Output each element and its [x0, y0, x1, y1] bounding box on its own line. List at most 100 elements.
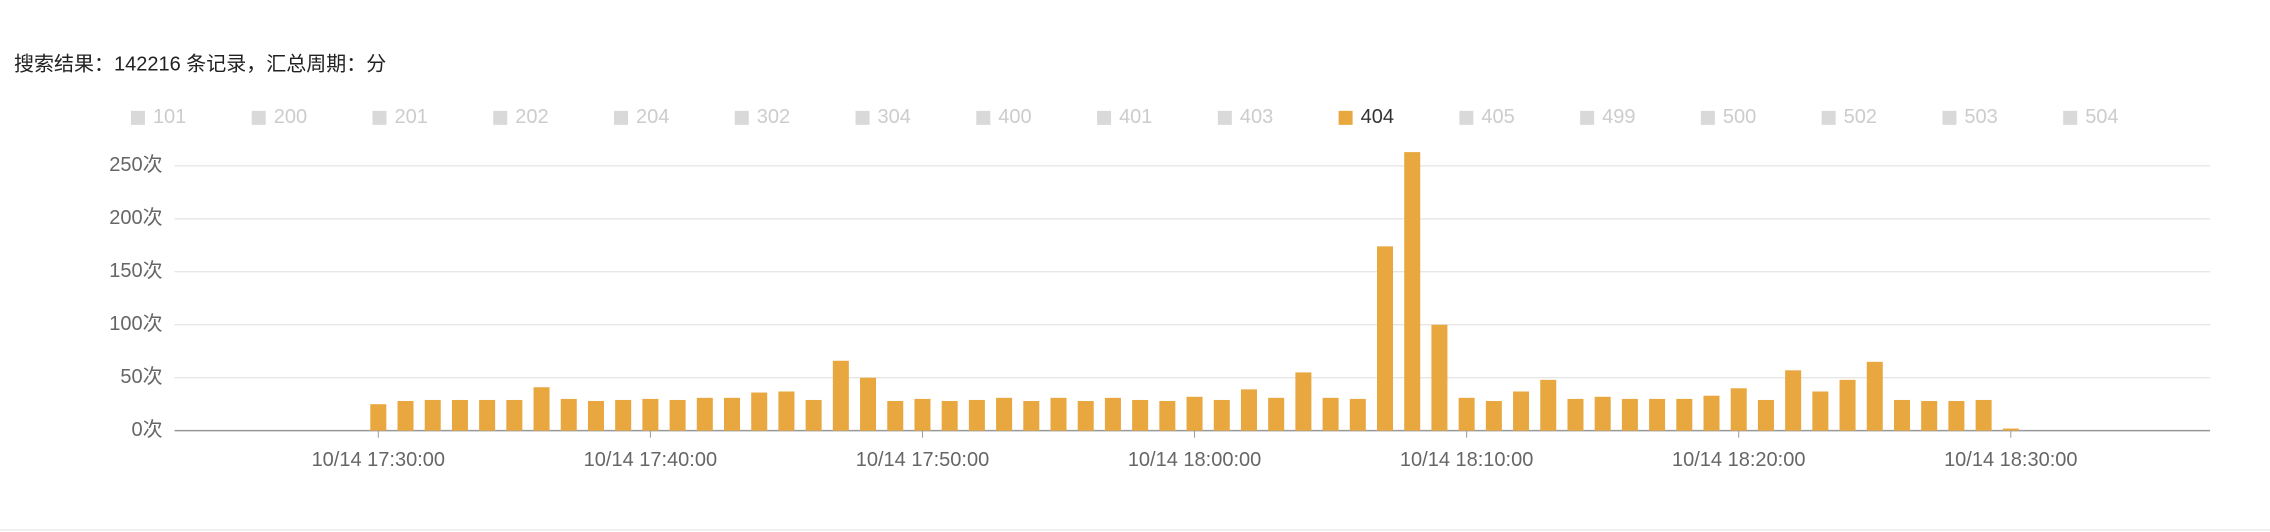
bar	[1866, 361, 1883, 431]
x-tick-label: 10/14 18:00:00	[1128, 449, 1261, 471]
bar	[1349, 398, 1366, 431]
bar	[587, 401, 604, 431]
legend-label[interactable]: 499	[1602, 106, 1635, 128]
x-tick-label: 10/14 18:30:00	[1944, 449, 2077, 471]
legend-label[interactable]: 401	[1119, 106, 1152, 128]
bar	[1540, 379, 1557, 431]
legend-label[interactable]: 403	[1240, 106, 1273, 128]
legend-swatch[interactable]	[1459, 110, 1474, 125]
bar	[533, 387, 550, 431]
bar	[2002, 428, 2019, 431]
bar	[1703, 395, 1720, 431]
legend-label[interactable]: 500	[1723, 106, 1756, 128]
y-tick-label: 100次	[109, 312, 162, 335]
bar	[996, 397, 1013, 431]
bar	[1839, 379, 1856, 431]
legend-label[interactable]: 304	[878, 106, 911, 128]
bar	[778, 391, 795, 431]
bar	[751, 392, 768, 431]
legend-label[interactable]: 503	[1964, 106, 1997, 128]
bar	[1567, 398, 1584, 431]
bar	[1377, 246, 1394, 431]
bar	[805, 399, 822, 431]
bar	[1431, 324, 1448, 431]
bar	[451, 399, 468, 431]
y-tick-label: 0次	[131, 418, 162, 441]
y-tick-label: 200次	[109, 206, 162, 229]
legend-swatch[interactable]	[1580, 110, 1595, 125]
legend-swatch[interactable]	[855, 110, 870, 125]
legend-swatch[interactable]	[1338, 110, 1353, 125]
bar	[1322, 397, 1339, 431]
bar	[424, 399, 441, 431]
bar	[615, 399, 632, 431]
bar	[479, 399, 496, 431]
y-tick-label: 150次	[109, 259, 162, 282]
legend-label[interactable]: 200	[274, 106, 307, 128]
legend-swatch[interactable]	[2063, 110, 2078, 125]
bar	[887, 401, 904, 431]
bar	[669, 399, 686, 431]
y-tick-label: 250次	[109, 153, 162, 176]
x-tick-label: 10/14 17:30:00	[312, 449, 445, 471]
legend-swatch[interactable]	[734, 110, 749, 125]
legend-label[interactable]: 400	[998, 106, 1031, 128]
x-tick-label: 10/14 18:20:00	[1672, 449, 1805, 471]
bar	[506, 399, 523, 431]
bar	[832, 360, 849, 431]
x-tick-label: 10/14 18:10:00	[1400, 449, 1533, 471]
bar	[642, 398, 659, 431]
legend-swatch[interactable]	[976, 110, 991, 125]
legend-label[interactable]: 204	[636, 106, 669, 128]
legend-label[interactable]: 504	[2085, 106, 2118, 128]
bar	[914, 398, 931, 431]
legend-swatch[interactable]	[1700, 110, 1715, 125]
bar	[1812, 391, 1829, 431]
legend-swatch[interactable]	[1097, 110, 1112, 125]
legend-label[interactable]: 202	[515, 106, 548, 128]
bar	[1621, 398, 1638, 431]
bar	[1975, 399, 1992, 431]
y-tick-label: 50次	[120, 365, 162, 388]
legend-swatch[interactable]	[372, 110, 387, 125]
bar	[1594, 396, 1611, 431]
bar	[1159, 401, 1176, 431]
legend-swatch[interactable]	[130, 110, 145, 125]
legend-label[interactable]: 502	[1844, 106, 1877, 128]
legend-swatch[interactable]	[614, 110, 629, 125]
bar	[560, 398, 577, 431]
bar	[941, 401, 958, 431]
legend-label[interactable]: 404	[1361, 106, 1394, 128]
bar	[1132, 399, 1149, 431]
x-tick-label: 10/14 17:40:00	[584, 449, 717, 471]
bar	[1268, 397, 1285, 431]
bar	[397, 401, 414, 431]
bar	[1240, 389, 1257, 431]
legend-label[interactable]: 302	[757, 106, 790, 128]
bar	[1023, 401, 1040, 431]
legend-swatch[interactable]	[493, 110, 508, 125]
legend-label[interactable]: 405	[1481, 106, 1514, 128]
legend-swatch[interactable]	[1942, 110, 1957, 125]
bar	[1785, 370, 1802, 431]
chart-title: 搜索结果：142216 条记录，汇总周期：分	[14, 52, 386, 75]
bar	[1921, 401, 1938, 431]
legend-label[interactable]: 201	[394, 106, 427, 128]
bar	[968, 399, 985, 431]
bar	[1676, 398, 1693, 431]
bar	[724, 397, 741, 431]
bar	[1458, 397, 1475, 431]
bar	[1050, 397, 1067, 431]
bar	[1485, 401, 1502, 431]
bar	[370, 404, 387, 431]
legend-swatch[interactable]	[1821, 110, 1836, 125]
legend-label[interactable]: 101	[153, 106, 186, 128]
bar	[860, 377, 877, 431]
bar	[1513, 391, 1530, 431]
bar	[1104, 397, 1121, 431]
legend-swatch[interactable]	[1217, 110, 1232, 125]
legend-swatch[interactable]	[251, 110, 266, 125]
bar	[1757, 399, 1774, 431]
bar	[1295, 372, 1312, 431]
